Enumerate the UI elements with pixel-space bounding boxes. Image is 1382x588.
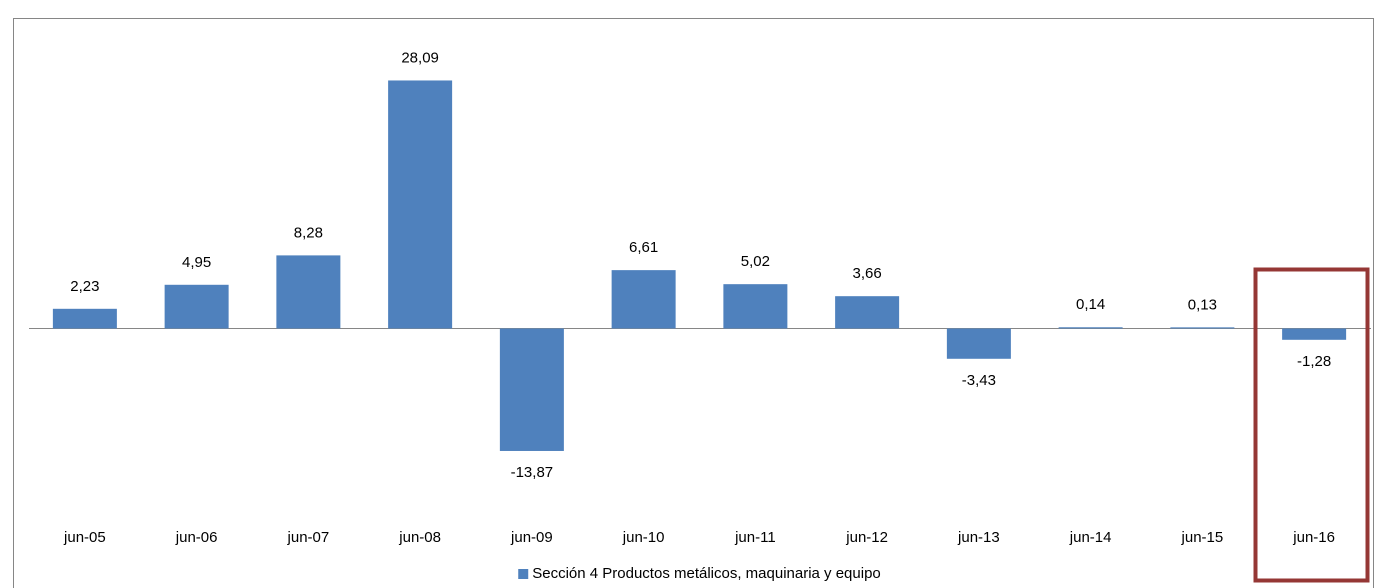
data-label: 3,66 — [853, 265, 882, 282]
highlight-box — [1253, 267, 1370, 583]
x-tick-label: jun-09 — [510, 529, 553, 546]
bar — [946, 328, 1011, 359]
bar — [1282, 328, 1347, 340]
data-label: -13,87 — [511, 464, 554, 481]
data-label: 4,95 — [182, 254, 211, 271]
bar — [611, 270, 676, 329]
x-tick-label: jun-11 — [734, 529, 776, 546]
data-label: 28,09 — [401, 49, 439, 66]
chart-border — [13, 18, 1374, 588]
bar — [276, 255, 341, 329]
data-label: -1,28 — [1297, 353, 1331, 370]
x-tick-label: jun-08 — [398, 529, 441, 546]
x-tick-label: jun-14 — [1069, 529, 1112, 546]
x-tick-label: jun-07 — [287, 529, 330, 546]
data-label: -3,43 — [962, 372, 996, 389]
x-tick-label: jun-05 — [63, 529, 106, 546]
x-tick-label: jun-15 — [1181, 529, 1224, 546]
bar — [1058, 327, 1123, 329]
legend-label: Sección 4 Productos metálicos, maquinari… — [532, 565, 881, 582]
data-label: 8,28 — [294, 224, 323, 241]
bar — [164, 284, 229, 329]
bar — [52, 308, 117, 329]
x-tick-label: jun-13 — [957, 529, 1000, 546]
data-label: 0,14 — [1076, 296, 1105, 313]
data-label: 6,61 — [629, 239, 658, 256]
x-tick-label: jun-16 — [1292, 529, 1335, 546]
bar — [835, 296, 900, 329]
bar — [499, 328, 564, 451]
data-label: 0,13 — [1188, 296, 1217, 313]
bar — [388, 80, 453, 329]
legend-swatch — [518, 569, 529, 579]
x-tick-label: jun-10 — [622, 529, 665, 546]
data-label: 5,02 — [741, 253, 770, 270]
x-tick-label: jun-06 — [175, 529, 218, 546]
bar — [1170, 327, 1235, 329]
x-tick-label: jun-12 — [845, 529, 888, 546]
data-label: 2,23 — [70, 278, 99, 295]
bar — [723, 284, 788, 329]
